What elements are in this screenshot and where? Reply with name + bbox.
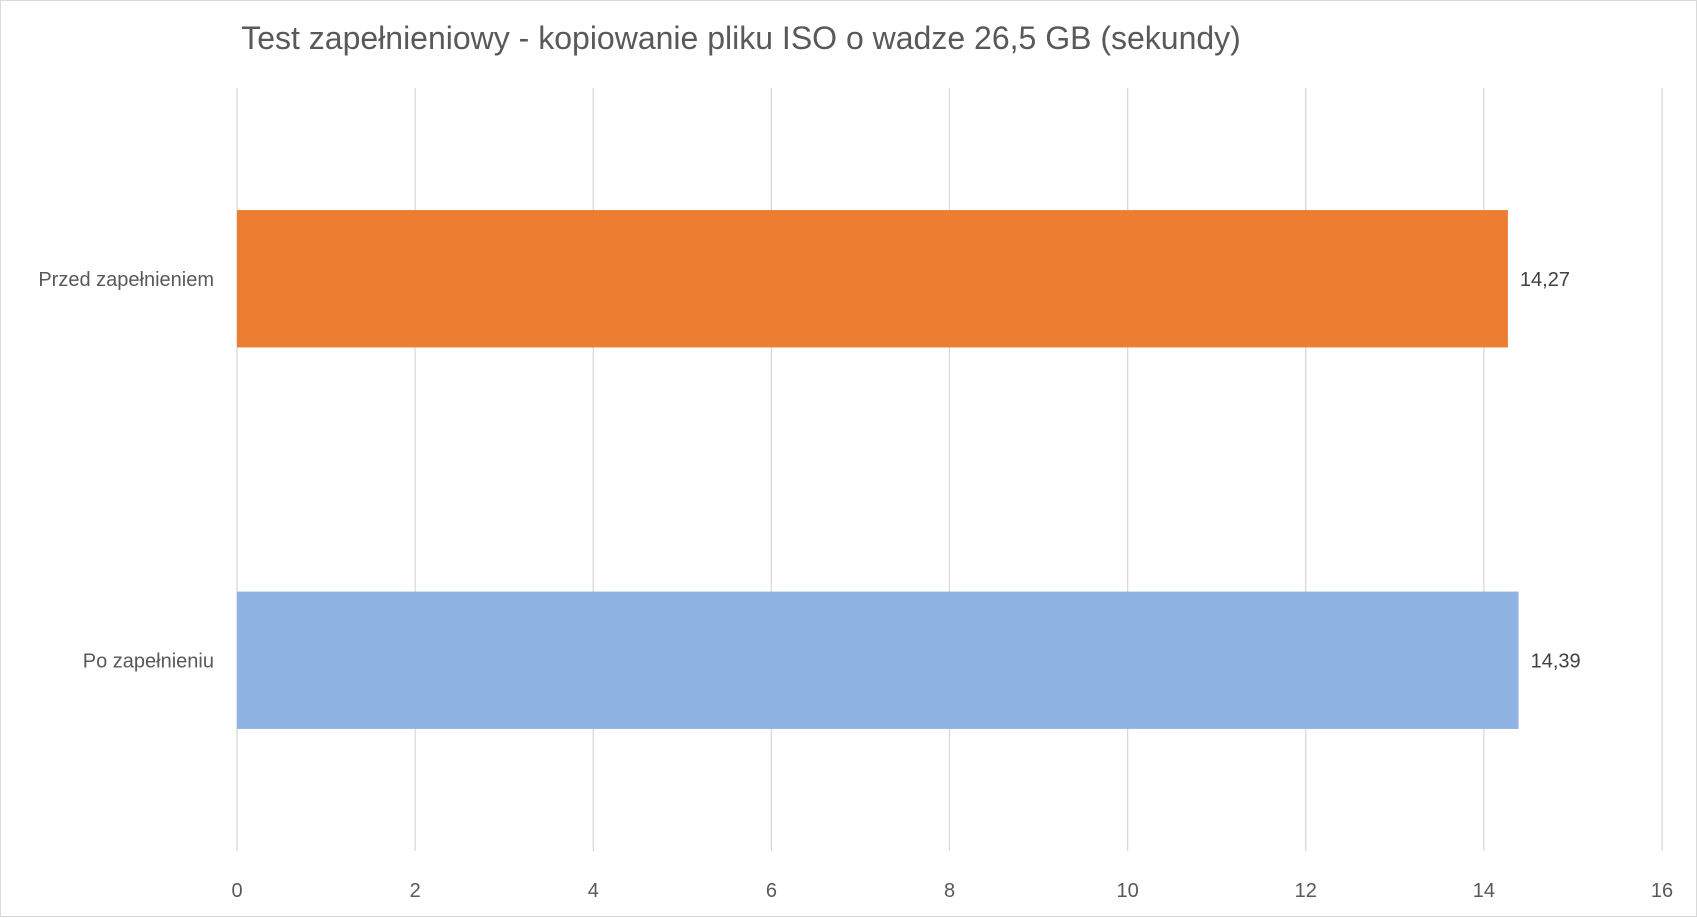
x-tick-label: 14 (1473, 880, 1495, 902)
x-tick-label: 4 (588, 880, 599, 902)
bar (237, 210, 1508, 348)
bar (237, 591, 1519, 729)
data-label: 14,39 (1531, 650, 1581, 672)
x-tick-label: 16 (1651, 880, 1673, 902)
x-tick-label: 12 (1295, 880, 1317, 902)
x-tick-label: 10 (1117, 880, 1139, 902)
x-tick-label: 6 (766, 880, 777, 902)
x-tick-label: 8 (944, 880, 955, 902)
data-label: 14,27 (1520, 269, 1570, 291)
category-label: Po zapełnieniu (83, 650, 214, 672)
data-labels: 14,27 14,39 (1520, 269, 1581, 673)
category-axis: Przed zapełnieniem Po zapełnieniu (38, 269, 214, 673)
category-label: Przed zapełnieniem (38, 269, 214, 291)
bars (237, 210, 1519, 729)
gridlines (236, 88, 1663, 851)
x-tick-label: 2 (410, 880, 421, 902)
x-tick-label: 0 (231, 880, 242, 902)
value-axis: 0 2 4 6 8 10 12 14 16 (231, 880, 1673, 902)
chart-title: Test zapełnieniowy - kopiowanie pliku IS… (241, 20, 1241, 56)
